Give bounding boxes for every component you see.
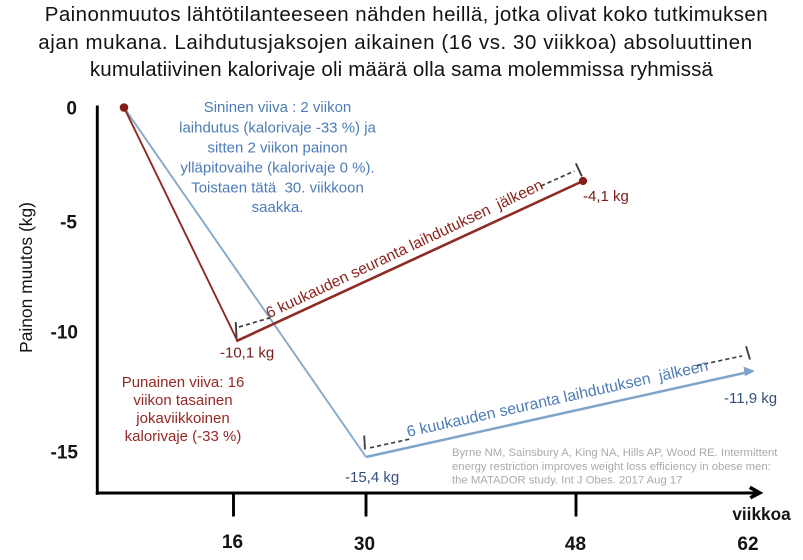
svg-text:kalorivaje (-33 %): kalorivaje (-33 %) xyxy=(125,428,242,445)
svg-text:laihdutus (kalorivaje -33 %) j: laihdutus (kalorivaje -33 %) ja xyxy=(179,120,376,137)
svg-text:Punainen viiva: 16: Punainen viiva: 16 xyxy=(122,374,245,391)
svg-text:-4,1 kg: -4,1 kg xyxy=(583,188,629,205)
svg-text:ajan mukana. Laihdutusjaksojen: ajan mukana. Laihdutusjaksojen aikainen … xyxy=(38,31,752,54)
svg-text:-10,1 kg: -10,1 kg xyxy=(220,345,274,362)
svg-text:energy restriction improves we: energy restriction improves weight loss … xyxy=(452,461,771,473)
svg-text:-5: -5 xyxy=(60,213,77,234)
svg-text:the MATADOR study. Int J Obes.: the MATADOR study. Int J Obes. 2017 Aug … xyxy=(452,475,682,487)
svg-text:Toistaen tätä 30. viikkoon: Toistaen tätä 30. viikkoon xyxy=(191,180,364,197)
svg-text:Painonmuutos lähtötilanteeseen: Painonmuutos lähtötilanteeseen nähden he… xyxy=(45,3,768,26)
svg-text:Byrne NM, Sainsbury A, King NA: Byrne NM, Sainsbury A, King NA, Hills AP… xyxy=(452,447,778,459)
svg-text:Sininen viiva : 2 viikon: Sininen viiva : 2 viikon xyxy=(204,99,352,116)
svg-text:48: 48 xyxy=(565,534,586,555)
svg-text:-15: -15 xyxy=(51,443,79,464)
svg-text:0: 0 xyxy=(66,99,77,120)
svg-text:jokaviikkoinen: jokaviikkoinen xyxy=(135,410,229,427)
svg-text:sitten 2 viikon painon: sitten 2 viikon painon xyxy=(207,140,347,157)
svg-text:-10: -10 xyxy=(51,323,78,344)
svg-text:30: 30 xyxy=(354,534,375,555)
svg-text:viikkoa: viikkoa xyxy=(732,504,791,524)
svg-text:viikon tasainen: viikon tasainen xyxy=(133,392,232,409)
svg-text:-11,9 kg: -11,9 kg xyxy=(724,390,777,407)
svg-text:62: 62 xyxy=(737,534,758,555)
svg-text:Painon muutos (kg): Painon muutos (kg) xyxy=(16,202,36,353)
svg-text:-15,4 kg: -15,4 kg xyxy=(345,469,399,486)
svg-text:ylläpitovaihe (kalorivaje 0 %): ylläpitovaihe (kalorivaje 0 %). xyxy=(180,160,374,177)
svg-text:kumulatiivinen kalorivaje oli: kumulatiivinen kalorivaje oli määrä olla… xyxy=(90,58,714,81)
svg-text:saakka.: saakka. xyxy=(252,199,304,216)
svg-text:16: 16 xyxy=(222,532,243,553)
